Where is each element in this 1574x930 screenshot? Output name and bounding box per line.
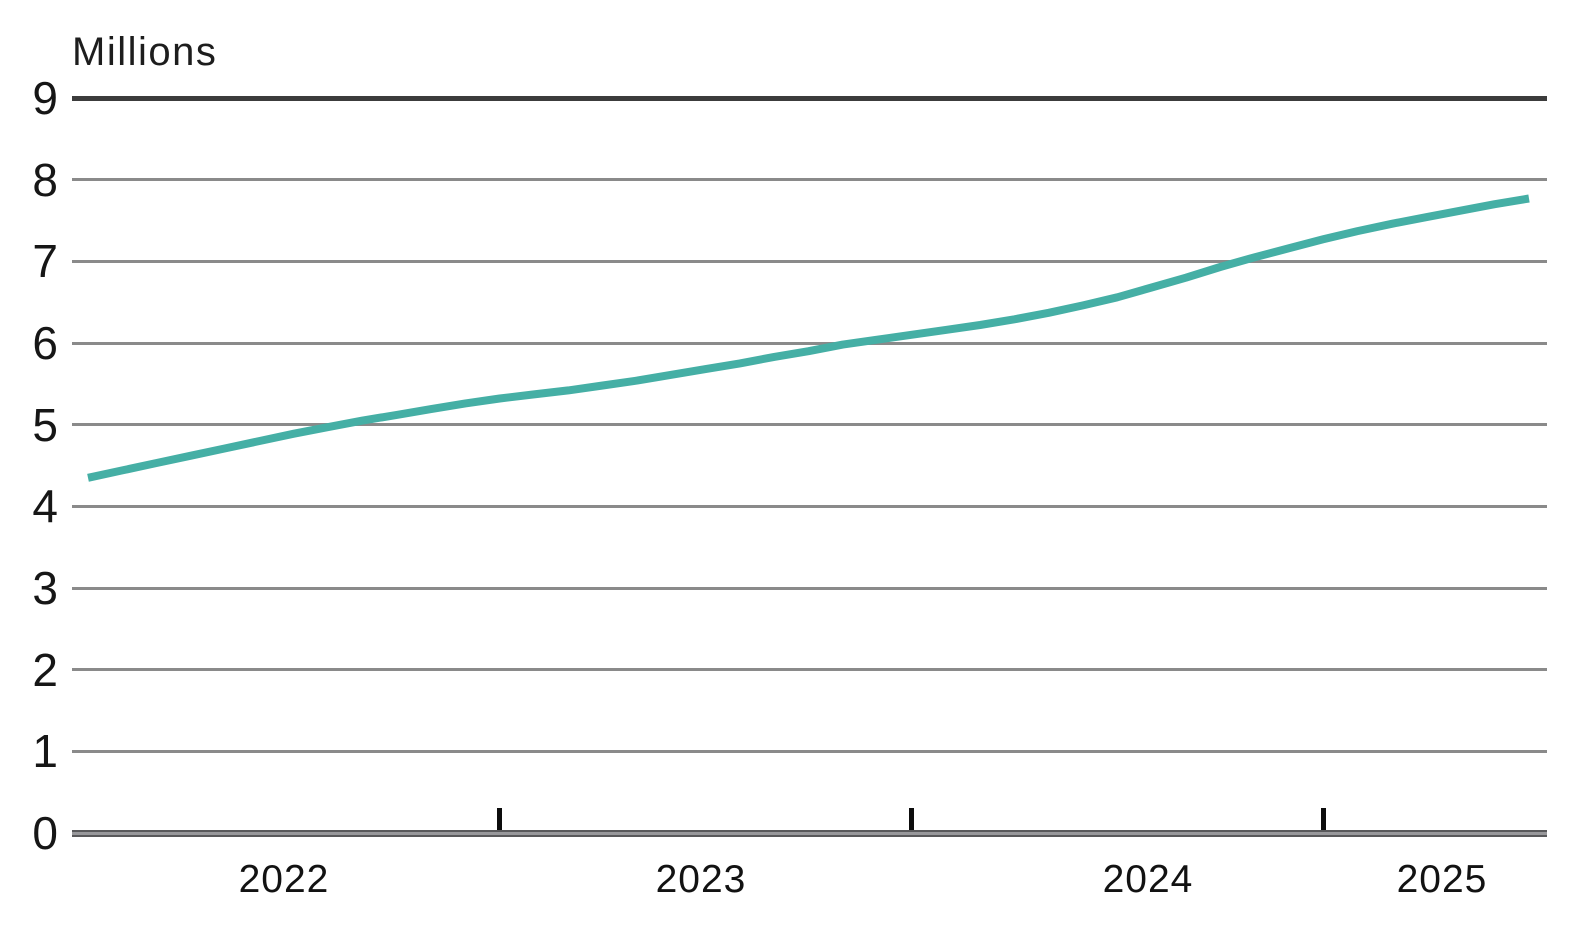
x-year-label: 2024 [1102,858,1194,901]
x-year-label: 2022 [238,858,330,901]
y-tick-label: 5 [32,398,58,451]
y-tick-label: 4 [32,480,58,533]
y-axis-unit-label: Millions [72,30,218,74]
gridline [72,259,1547,263]
gridline [72,341,1547,345]
y-tick-label: 0 [32,807,58,859]
x-axis-tick [1320,808,1326,830]
gridline [72,586,1547,590]
gridline [72,95,1547,101]
y-tick-label: 2 [32,643,58,696]
y-tick-label: 9 [32,72,58,124]
y-tick-label: 7 [32,235,58,288]
y-tick-label: 1 [32,725,58,778]
x-year-label: 2025 [1396,858,1488,901]
y-tick-label: 3 [32,562,58,614]
x-axis-baseline [72,829,1547,837]
y-tick-label: 8 [32,153,58,206]
gridline [72,178,1547,182]
gridline [72,423,1547,427]
gridline [72,749,1547,753]
data-series-line [87,194,1530,482]
y-tick-label: 6 [32,317,58,369]
x-axis-tick [908,808,914,830]
x-year-label: 2023 [655,858,747,901]
x-axis-tick [497,808,503,830]
gridline [72,504,1547,508]
gridline [72,668,1547,672]
